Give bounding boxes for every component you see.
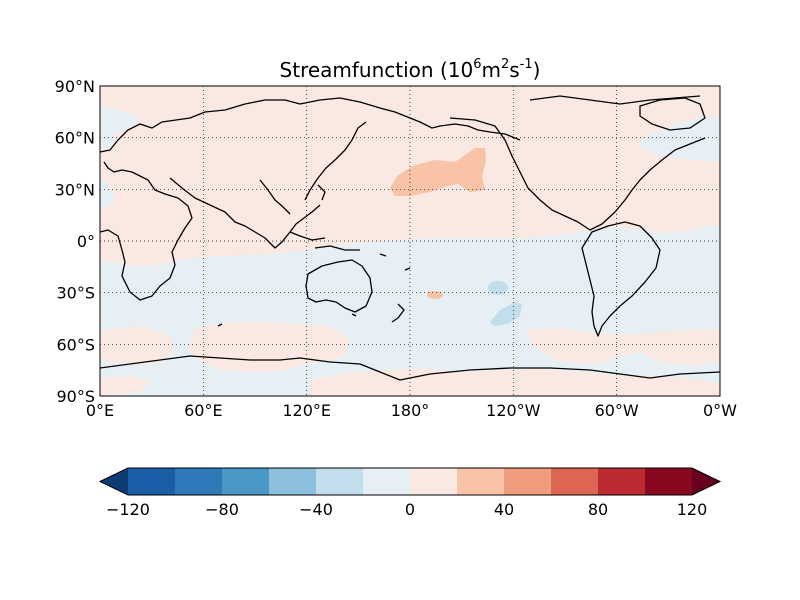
colorbar-tick-label: −40 — [299, 500, 333, 519]
colorbar-segment — [175, 468, 223, 495]
colorbar-segment — [222, 468, 270, 495]
colorbar — [98, 467, 722, 496]
colorbar-extend-min — [100, 468, 128, 495]
plot-title: Streamfunction (106m2s-1) — [280, 57, 541, 82]
colorbar-tick-label: 80 — [588, 500, 608, 519]
negative-core-2 — [490, 302, 522, 326]
lat-tick-label: 0° — [77, 232, 95, 251]
lat-tick-label: 30°S — [56, 284, 95, 303]
colorbar-segment — [598, 468, 646, 495]
colorbar-segment — [363, 468, 411, 495]
lon-tick-label: 60°W — [595, 401, 639, 420]
lat-tick-label: 90°S — [56, 387, 95, 406]
colorbar-tick-label: 120 — [677, 500, 708, 519]
lat-tick-labels: 90°N 60°N 30°N 0° 30°S 60°S 90°S — [55, 77, 95, 406]
lon-tick-label: 180° — [391, 401, 430, 420]
lon-tick-label: 0°W — [703, 401, 737, 420]
positive-core-pacific — [390, 148, 486, 196]
colorbar-segment — [551, 468, 599, 495]
negative-core-1 — [488, 281, 508, 295]
positive-field-south-3 — [525, 328, 720, 366]
lon-tick-labels: 0°E 60°E 120°E 180° 120°W 60°W 0°W — [86, 401, 737, 420]
lon-tick-label: 120°E — [282, 401, 331, 420]
lon-tick-label: 120°W — [486, 401, 541, 420]
colorbar-tick-label: 0 — [405, 500, 415, 519]
colorbar-segment — [128, 468, 176, 495]
positive-field-antarctic — [310, 368, 720, 396]
gridlines — [100, 86, 720, 396]
lon-tick-label: 0°E — [86, 401, 114, 420]
lat-tick-label: 60°S — [56, 335, 95, 354]
colorbar-segment — [410, 468, 458, 495]
colorbar-tick-label: −120 — [106, 500, 150, 519]
colorbar-tick-label: −80 — [205, 500, 239, 519]
positive-patch — [427, 291, 443, 299]
positive-field-south-1 — [100, 326, 175, 366]
lon-tick-label: 60°E — [184, 401, 222, 420]
lat-tick-label: 30°N — [55, 180, 95, 199]
lat-tick-label: 60°N — [55, 129, 95, 148]
positive-field-southwest — [100, 376, 150, 396]
colorbar-segment — [269, 468, 317, 495]
map-panel — [100, 86, 720, 396]
colorbar-segment — [316, 468, 364, 495]
coastlines — [100, 95, 720, 381]
colorbar-tick-labels: −120 −80 −40 0 40 80 120 — [106, 500, 707, 519]
colorbar-tick-label: 40 — [494, 500, 514, 519]
colorbar-segment — [457, 468, 505, 495]
colorbar-segment — [504, 468, 552, 495]
colorbar-outline — [98, 467, 722, 496]
colorbar-extend-max — [692, 468, 720, 495]
lat-tick-label: 90°N — [55, 77, 95, 96]
colorbar-segment — [645, 468, 693, 495]
map-frame — [99, 85, 721, 397]
